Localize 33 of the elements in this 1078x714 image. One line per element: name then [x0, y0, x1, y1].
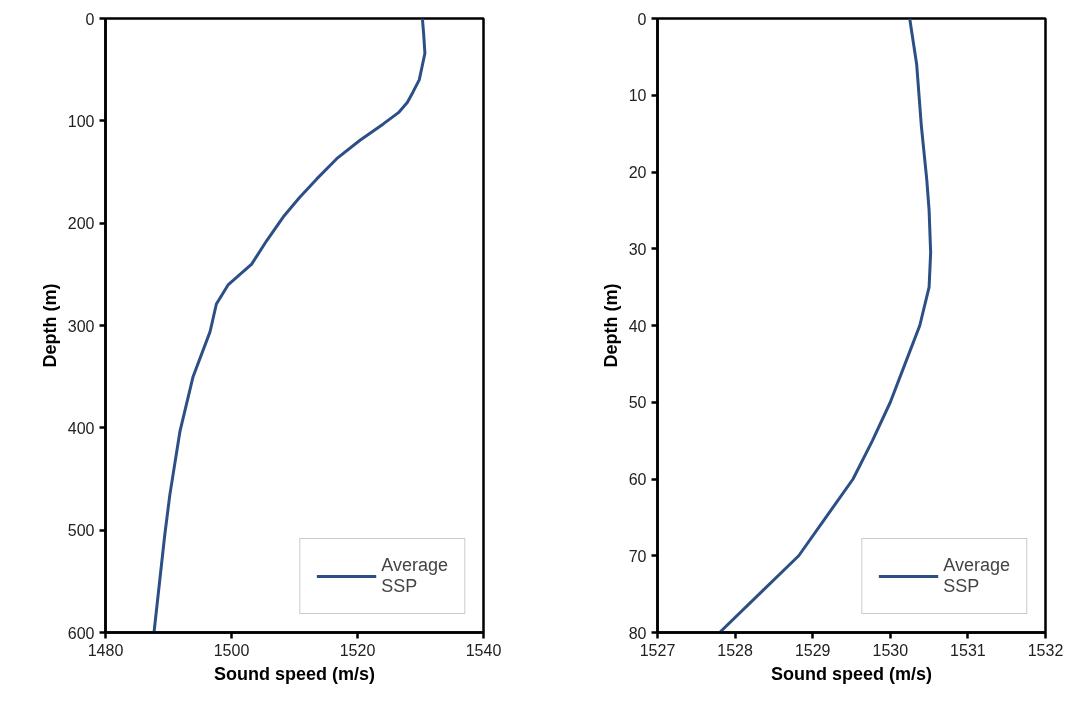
x-tick-label: 1500 [213, 641, 250, 659]
y-tick-label: 80 [628, 624, 647, 642]
y-tick-label: 100 [67, 112, 95, 130]
legend-label: Average SSP [943, 555, 1010, 597]
y-tick-label: 600 [67, 624, 95, 642]
x-tick-label: 1530 [872, 641, 909, 659]
y-tick-label: 0 [85, 10, 95, 28]
legend-label: Average SSP [381, 555, 448, 597]
y-tick-label: 0 [637, 10, 647, 28]
x-tick-label: 1540 [465, 641, 502, 659]
x-tick-label: 1480 [87, 641, 124, 659]
y-tick-label: 40 [628, 317, 647, 335]
x-axis-title: Sound speed (m/s) [213, 663, 376, 684]
y-tick-label: 200 [67, 215, 95, 233]
x-tick-label: 1529 [794, 641, 831, 659]
y-tick-label: 50 [628, 394, 647, 412]
line-series [718, 18, 933, 633]
y-axis-title: Depth (m) [600, 283, 621, 368]
x-tick-label: 1527 [639, 641, 676, 659]
x-tick-label: 1531 [950, 641, 986, 659]
x-tick-label: 1532 [1027, 641, 1064, 659]
y-tick-label: 60 [628, 471, 647, 488]
x-axis-title: Sound speed (m/s) [770, 663, 933, 684]
y-tick-label: 400 [67, 419, 95, 437]
y-tick-label: 70 [628, 547, 647, 565]
y-tick-label: 300 [67, 317, 95, 335]
y-tick-label: 20 [628, 164, 647, 181]
y-tick-label: 500 [67, 522, 95, 540]
x-tick-label: 1528 [717, 641, 753, 659]
y-tick-label: 30 [628, 240, 647, 258]
y-axis-title: Depth (m) [39, 283, 60, 368]
x-tick-label: 1520 [339, 641, 376, 659]
y-tick-label: 10 [628, 87, 647, 105]
